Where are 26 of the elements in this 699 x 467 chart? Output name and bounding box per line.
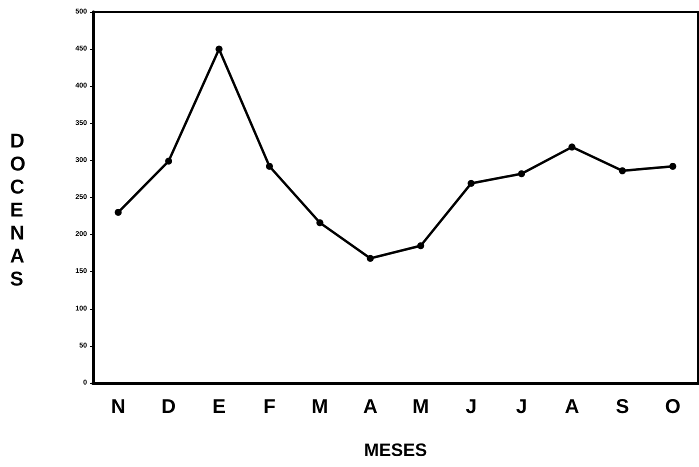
y-axis-title: DOCENAS xyxy=(10,130,26,290)
x-tick-label: A xyxy=(363,396,378,418)
point xyxy=(417,242,424,250)
x-axis-title: MESES xyxy=(364,440,428,460)
x-tick-label: O xyxy=(665,396,681,418)
x-tick-label: M xyxy=(412,396,430,418)
x-tick-label: J xyxy=(516,396,528,418)
point xyxy=(114,208,122,216)
point xyxy=(468,180,475,187)
x-tick-label: S xyxy=(616,396,630,418)
x-tick-label: J xyxy=(466,396,477,418)
point xyxy=(366,254,374,262)
x-tick-label: N xyxy=(110,396,126,418)
x-tick-label: E xyxy=(212,396,226,418)
x-tick-label: M xyxy=(312,396,328,418)
point xyxy=(669,162,676,170)
point xyxy=(165,158,172,165)
point xyxy=(216,46,223,53)
point xyxy=(316,219,324,226)
x-tick-label: A xyxy=(564,396,580,418)
x-tick-label: D xyxy=(161,396,176,418)
point xyxy=(266,162,273,170)
x-tick-label: F xyxy=(263,396,276,418)
point xyxy=(568,144,576,151)
point xyxy=(618,167,626,174)
point xyxy=(518,170,526,178)
